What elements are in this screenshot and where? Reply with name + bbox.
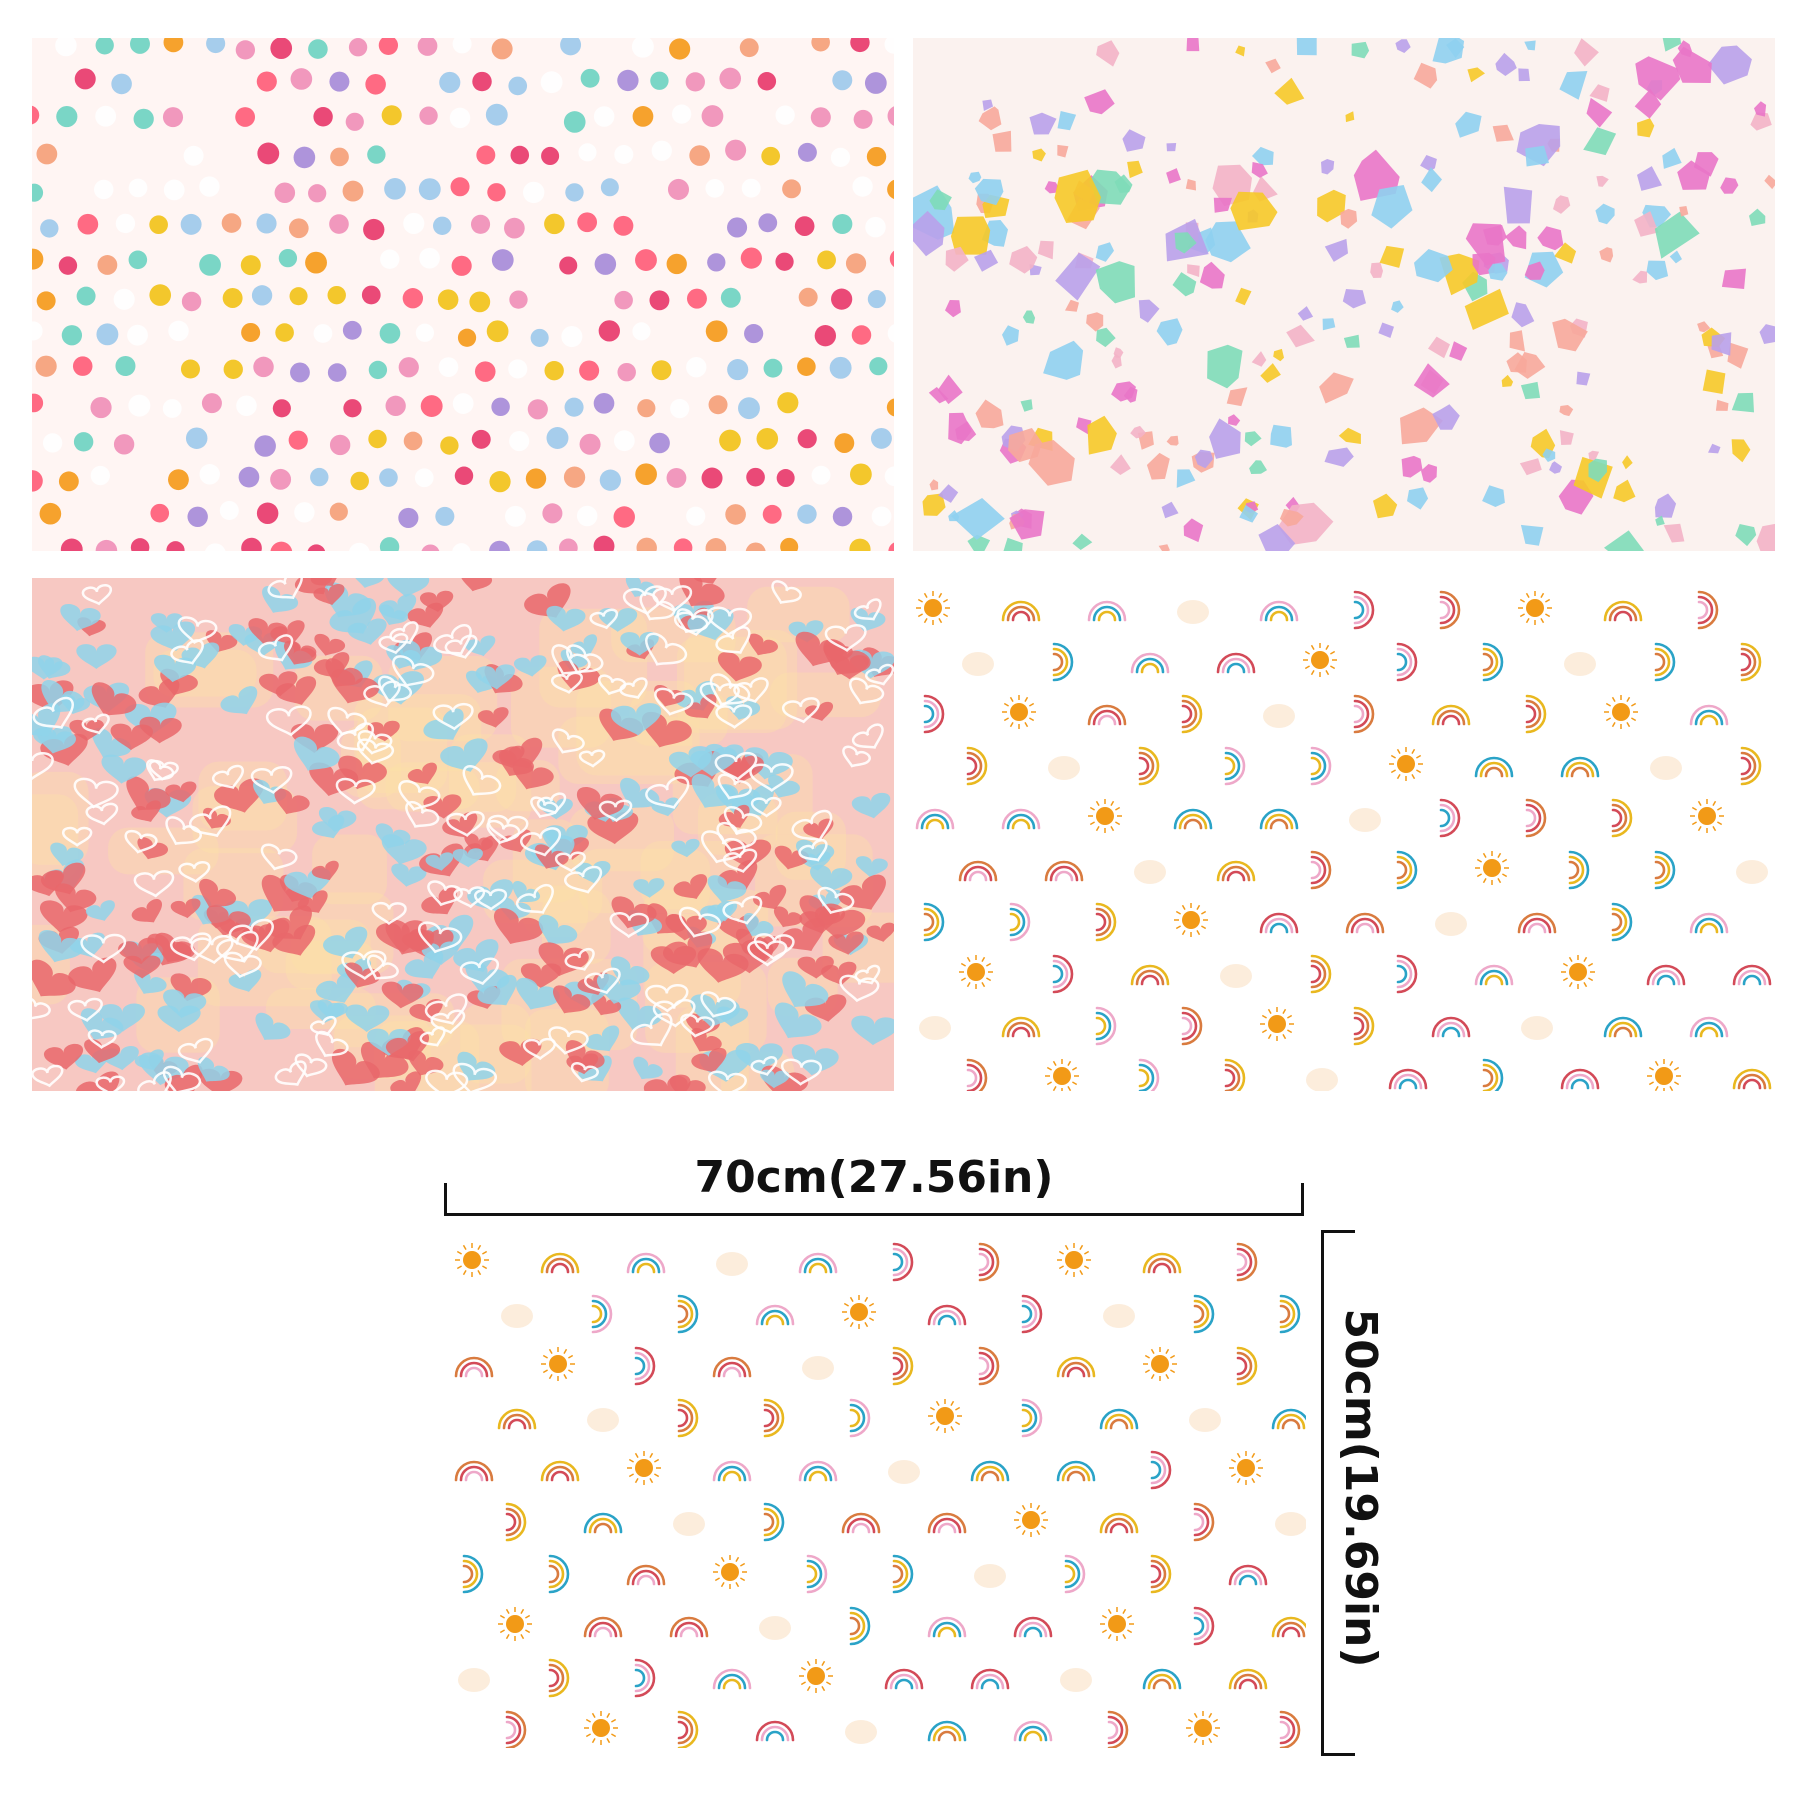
hearts-pattern: [32, 578, 894, 1091]
hearts-paper-panel: [32, 578, 894, 1091]
width-label: 70cm(27.56in): [694, 1152, 1054, 1203]
height-label: 50cm(19.69in): [1335, 1308, 1386, 1668]
height-dimension-top-tick: [1321, 1230, 1355, 1233]
sample-sheet-panel: [452, 1230, 1306, 1748]
rainbow-paper-panel: [913, 578, 1775, 1091]
width-dimension-left-tick: [444, 1183, 447, 1215]
width-dimension-right-tick: [1301, 1183, 1304, 1215]
terrazzo-paper-panel: [913, 38, 1775, 551]
rainbow-pattern: [913, 578, 1775, 1091]
polka-dot-paper-panel: [32, 38, 894, 551]
height-dimension-bottom-tick: [1321, 1753, 1355, 1756]
polka-dot-pattern: [32, 38, 894, 551]
width-dimension-line: [444, 1213, 1304, 1216]
sample-rainbow-pattern: [452, 1230, 1306, 1748]
height-dimension-line: [1321, 1230, 1324, 1756]
terrazzo-pattern: [913, 38, 1775, 551]
